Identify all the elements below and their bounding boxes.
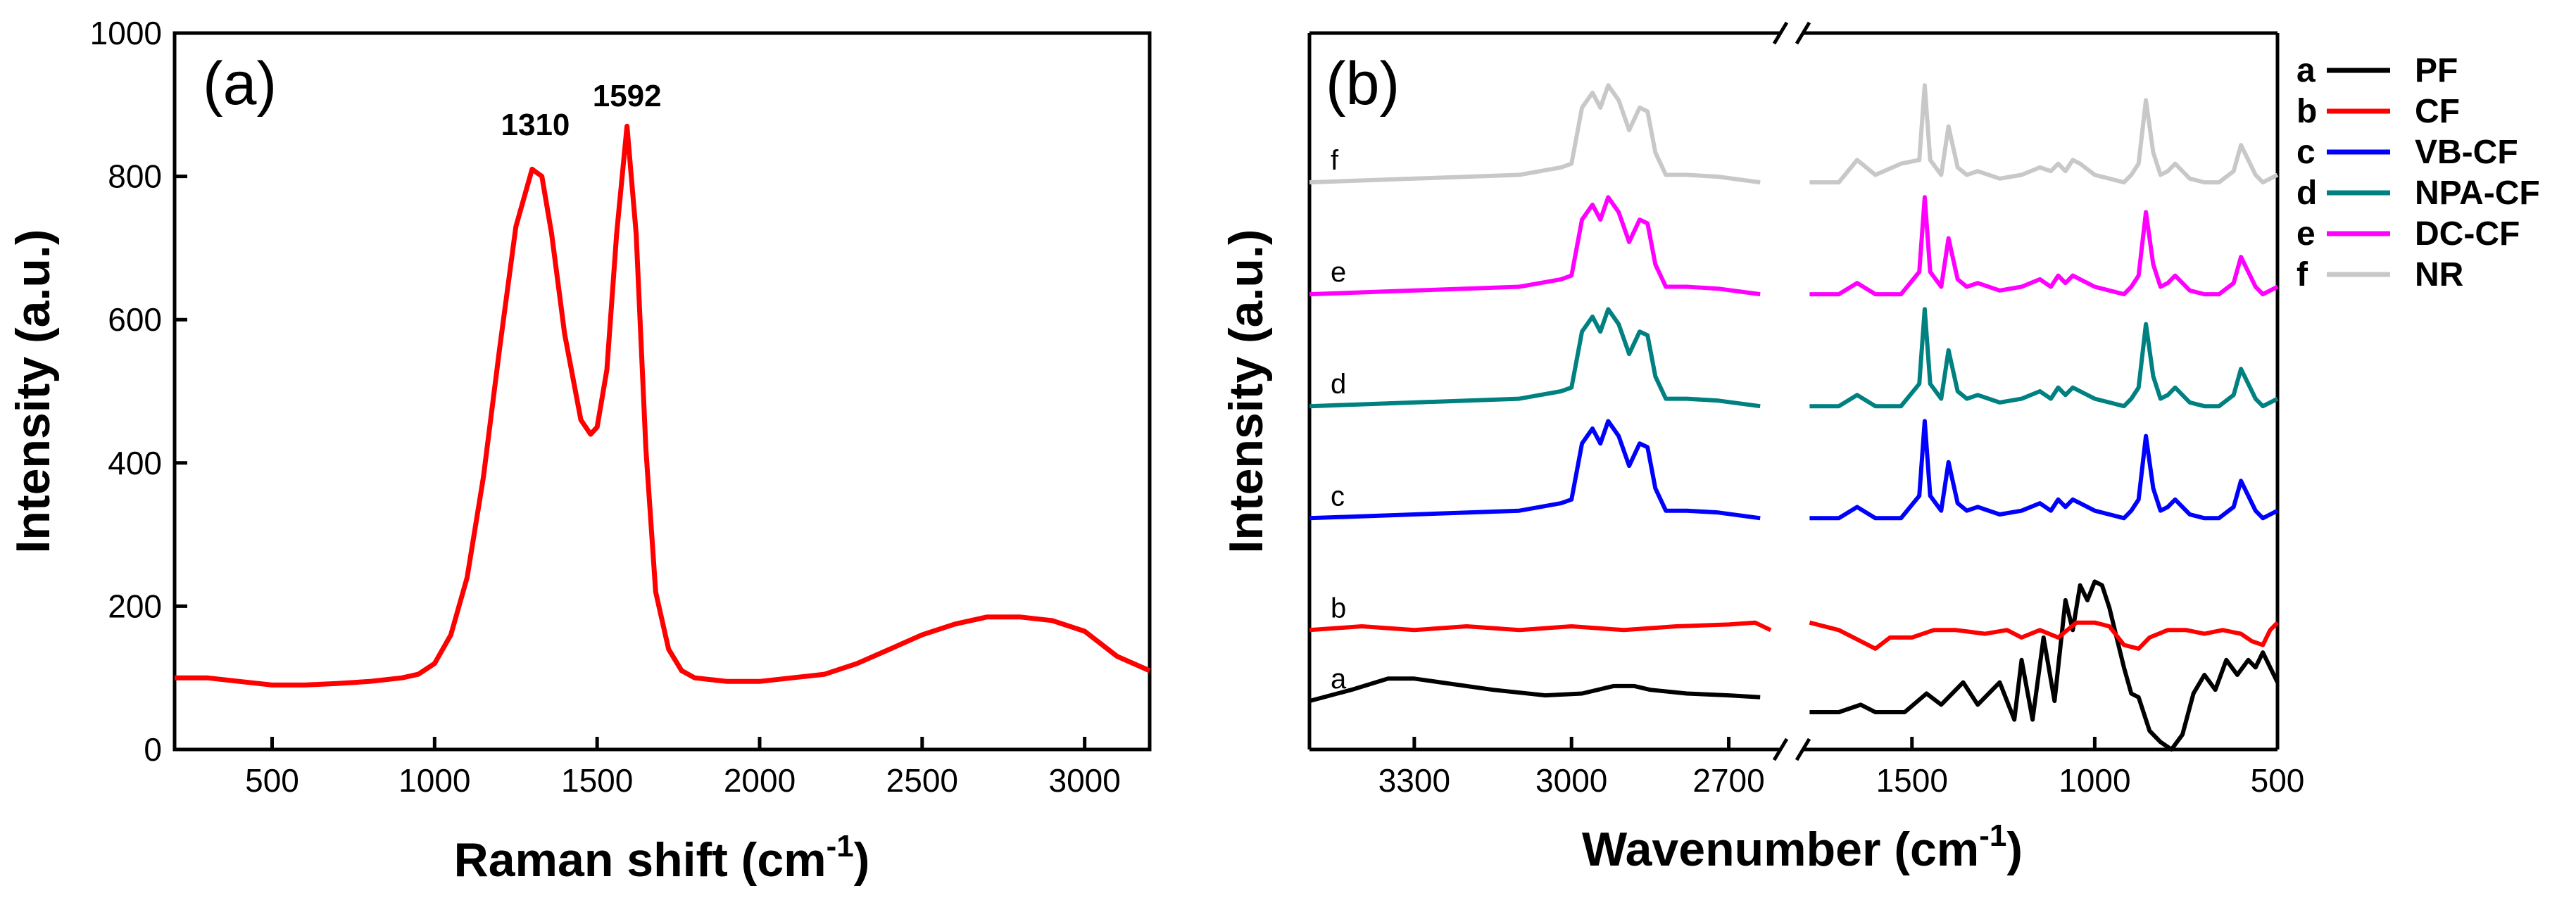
legend-letter: f	[2297, 256, 2308, 293]
series-line-nr-left	[1309, 83, 1761, 185]
legend-letter: c	[2297, 134, 2316, 171]
y-tick-label: 600	[108, 301, 162, 338]
x-tick-label: 2000	[724, 762, 796, 799]
legend-letter: b	[2297, 93, 2317, 130]
panel-a-series	[175, 123, 1151, 688]
panel-b-y-axis-title: Intensity (a.u.)	[1219, 229, 1273, 554]
series-line-vb-cf-right	[1809, 419, 2279, 521]
series-line-npa-cf-left	[1309, 307, 1761, 409]
legend-letter: a	[2297, 52, 2316, 89]
legend-label: CF	[2415, 93, 2460, 130]
panel-b-x-ticks: 3300 3000 2700 1500 1000 500	[1378, 737, 2305, 799]
y-tick-label: 400	[108, 445, 162, 481]
panel-a-frame	[172, 31, 1152, 752]
x-tick-label: 3000	[1048, 762, 1120, 799]
panel-b-x-axis-title: Wavenumber (cm-1)	[1582, 818, 2023, 876]
series-line-nr-right	[1809, 83, 2279, 185]
curve-letter: b	[1331, 593, 1346, 624]
panel-a-y-ticks: 0 200 400 600 800 1000	[90, 15, 187, 768]
y-tick-label: 800	[108, 158, 162, 195]
series-line-pf-right	[1809, 579, 2280, 752]
axis-break-bottom	[1772, 738, 1811, 761]
series-line-vb-cf-left	[1309, 419, 1761, 521]
legend-label: PF	[2415, 52, 2458, 89]
curve-letter: c	[1331, 481, 1345, 512]
y-tick-label: 200	[108, 588, 162, 624]
curve-letter: e	[1331, 257, 1346, 288]
x-tick-label: 500	[245, 762, 299, 799]
y-tick-label: 0	[144, 731, 162, 768]
series-line-cf-right	[1809, 620, 2280, 651]
panel-b-label: (b)	[1326, 50, 1400, 118]
panel-a-annotations: 1310 1592	[501, 79, 662, 142]
x-tick-label: 2700	[1692, 762, 1764, 799]
raman-series-line	[175, 123, 1151, 688]
series-line-pf-left	[1309, 676, 1761, 703]
x-tick-label: 2500	[886, 762, 958, 799]
peak-annotation: 1310	[501, 108, 570, 142]
x-tick-label: 3000	[1535, 762, 1607, 799]
legend-label: DC-CF	[2415, 215, 2520, 253]
x-tick-label: 3300	[1378, 762, 1450, 799]
legend-label: NPA-CF	[2415, 175, 2540, 212]
peak-annotation: 1592	[593, 79, 662, 113]
legend-letter: e	[2297, 215, 2316, 253]
curve-letter: f	[1331, 145, 1339, 176]
x-tick-label: 1500	[561, 762, 633, 799]
panel-b-frame	[1307, 31, 2280, 752]
series-line-npa-cf-right	[1809, 307, 2279, 409]
panel-a-label: (a)	[203, 50, 277, 118]
x-tick-label: 1000	[2059, 762, 2130, 799]
legend-label: VB-CF	[2415, 134, 2518, 171]
axis-break-top	[1772, 21, 1811, 45]
panel-a-x-ticks: 500 1000 1500 2000 2500 3000	[245, 737, 1121, 799]
y-tick-label: 1000	[90, 15, 162, 51]
curve-letter: d	[1331, 369, 1346, 400]
x-tick-label: 500	[2251, 762, 2305, 799]
panel-b-series	[1309, 83, 2280, 752]
series-line-dc-cf-left	[1309, 195, 1761, 297]
series-line-cf-left	[1309, 620, 1772, 633]
panel-a-y-axis-title: Intensity (a.u.)	[6, 229, 60, 554]
series-line-dc-cf-right	[1809, 195, 2279, 297]
panel-a-raman: 0 200 400 600 800 1000 500 1000 1500 2000 2500 300…	[6, 15, 1152, 887]
x-tick-label: 1500	[1876, 762, 1948, 799]
x-tick-label: 1000	[398, 762, 470, 799]
panel-b-curve-letters: a b c d e f	[1331, 145, 1347, 695]
legend-letter: d	[2297, 175, 2317, 212]
legend-label: NR	[2415, 256, 2463, 293]
legend: a PF b CF c VB-CF d NPA-CF e DC-CF f NR	[2297, 52, 2540, 293]
panel-a-x-axis-title: Raman shift (cm-1)	[454, 829, 870, 887]
curve-letter: a	[1331, 664, 1347, 695]
